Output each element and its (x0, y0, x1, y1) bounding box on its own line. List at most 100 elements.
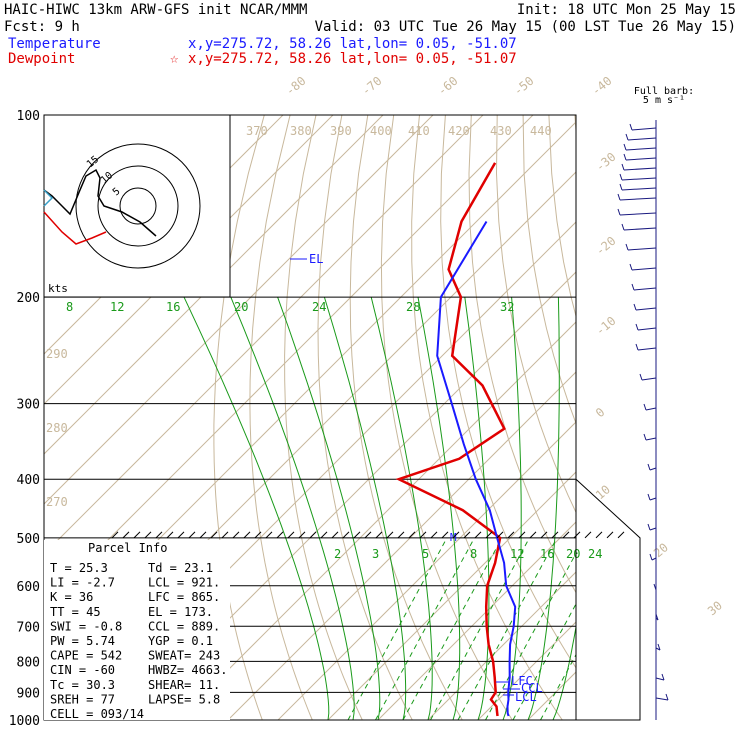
parcel-info-box: Parcel Info T = 25.3 Td = 23.1 LI = -2.7 LC… (44, 540, 230, 721)
mixing-label-28: 28 (406, 300, 420, 314)
theta-label-8: 290 (46, 347, 68, 361)
parcel-row-8-left: Tc = 30.3 (50, 678, 115, 692)
mixing-ratio-grid (183, 296, 576, 720)
hodo-ring-label-5: 5 (111, 186, 123, 198)
dewpoint-star-icon: ☆ (170, 51, 179, 67)
pressure-tick-400: 400 (17, 473, 40, 488)
isotherm-label-11: 30 (705, 598, 725, 618)
lfc-label: LFC (511, 674, 533, 688)
wind-barb-8 (619, 212, 657, 216)
isotherm-label-7: -10 (593, 314, 619, 339)
wind-barb-0 (631, 127, 657, 131)
theta-label-3: 400 (370, 124, 392, 138)
wind-barb-20 (649, 497, 657, 501)
wind-barb-18 (645, 437, 657, 441)
temperature-label: Temperature (8, 36, 101, 52)
mixing-low-label-4: 12 (510, 547, 524, 561)
parcel-row-0-left: T = 25.3 (50, 561, 108, 575)
parcel-row-9-right: LAPSE= 5.8 (148, 692, 220, 706)
parcel-row-7-left: CIN = -60 (50, 663, 115, 677)
wind-barb-1 (627, 137, 657, 141)
mixing-label-20: 20 (234, 300, 248, 314)
hodo-units: kts (48, 282, 68, 295)
wind-barb-6 (621, 187, 657, 191)
theta-label-0: 370 (246, 124, 268, 138)
isotherm-label-9: 10 (593, 482, 613, 502)
pressure-tick-600: 600 (17, 580, 40, 595)
theta-label-5: 420 (448, 124, 470, 138)
parcel-row-8-right: SHEAR= 11. (148, 678, 220, 692)
valid-time: Valid: 03 UTC Tue 26 May 15 (00 LST Tue … (315, 19, 736, 35)
wind-barbs (617, 120, 669, 720)
isotherm-label-5: -30 (593, 150, 619, 175)
wind-barb-25 (655, 647, 661, 651)
model-title: HAIC-HIWC 13km ARW-GFS init NCAR/MMM (4, 2, 307, 18)
mixing-low-label-7: 24 (588, 547, 602, 561)
isotherm-label-10: 20 (651, 540, 671, 560)
dewpoint-label: Dewpoint (8, 51, 75, 67)
mixing-label-32: 32 (500, 300, 514, 314)
isotherm-label-3: -50 (511, 74, 537, 99)
parcel-row-5-right: YGP = 0.1 (148, 634, 213, 648)
wind-barb-9 (623, 227, 657, 231)
mixing-low-label-3: 8 (470, 547, 477, 561)
parcel-row-7-right: HWBZ= 4663. (148, 663, 227, 677)
isotherm-label-2: -60 (435, 74, 461, 99)
barb-key-line1: Full barb: (634, 86, 694, 97)
hodo-trace-upper (43, 168, 157, 237)
theta-label-1: 380 (290, 124, 312, 138)
wind-barb-11 (631, 267, 657, 271)
parcel-row-4-left: SWI = -0.8 (50, 619, 122, 633)
mixing-low-label-0: 2 (334, 547, 341, 561)
lcl-label: LCL (515, 690, 537, 704)
mixing-label-12: 12 (110, 300, 124, 314)
parcel-row-1-left: LI = -2.7 (50, 576, 115, 590)
pressure-tick-1000: 1000 (9, 714, 40, 729)
parcel-info-title: Parcel Info (88, 541, 167, 555)
init-time: Init: 18 UTC Mon 25 May 15 (517, 2, 736, 18)
parcel-row-1-right: LCL = 921. (148, 576, 220, 590)
wind-barb-16 (641, 377, 657, 381)
theta-label-7: 440 (530, 124, 552, 138)
parcel-row-6-left: CAPE = 542 (50, 649, 122, 663)
pressure-tick-700: 700 (17, 620, 40, 635)
el-label: EL (309, 252, 323, 266)
isotherm-label-6: -20 (593, 234, 619, 259)
mixing-low-label-5: 16 (540, 547, 554, 561)
hodo-ring-10 (97, 165, 179, 247)
wind-barb-15 (637, 347, 657, 351)
parcel-row-0-right: Td = 23.1 (148, 561, 213, 575)
dewpoint-info: x,y=275.72, 58.26 lat,lon= 0.05, -51.07 (188, 51, 517, 67)
wind-barb-22 (651, 557, 657, 561)
pressure-tick-800: 800 (17, 655, 40, 670)
barb-key-line2: 5 m s⁻¹ (643, 95, 685, 106)
mixing-low-label-1: 3 (372, 547, 379, 561)
parcel-row-4-right: CCL = 889. (148, 619, 220, 633)
theta-label-2: 390 (330, 124, 352, 138)
dewpoint-profile (395, 162, 506, 717)
parcel-row-2-right: LFC = 865. (148, 590, 220, 604)
isotherm-label-4: -40 (589, 74, 615, 99)
parcel-row-3-left: TT = 45 (50, 605, 101, 619)
plot-frame (43, 114, 577, 721)
isotherm-label-0: -80 (283, 74, 309, 99)
wind-barb-3 (625, 157, 657, 161)
wind-barb-5 (621, 177, 657, 181)
wind-barb-4 (623, 167, 657, 171)
pressure-tick-500: 500 (17, 532, 40, 547)
temperature-info: x,y=275.72, 58.26 lat,lon= 0.05, -51.07 (188, 36, 517, 52)
hodo-ring-15 (75, 143, 201, 269)
hodo-ring-5 (119, 187, 157, 225)
hatch-marks (111, 531, 625, 539)
wind-barb-10 (627, 247, 657, 251)
mixing-label-24: 24 (312, 300, 326, 314)
hodograph: 5 10 15 kts (43, 114, 231, 298)
wind-barb-26 (655, 677, 665, 681)
wind-barb-27 (655, 697, 669, 701)
pressure-tick-200: 200 (17, 291, 40, 306)
temperature-profile (436, 220, 517, 717)
theta-label-10: 270 (46, 495, 68, 509)
ccl-label: CCL (521, 681, 543, 695)
hodo-trace-top (43, 189, 54, 207)
